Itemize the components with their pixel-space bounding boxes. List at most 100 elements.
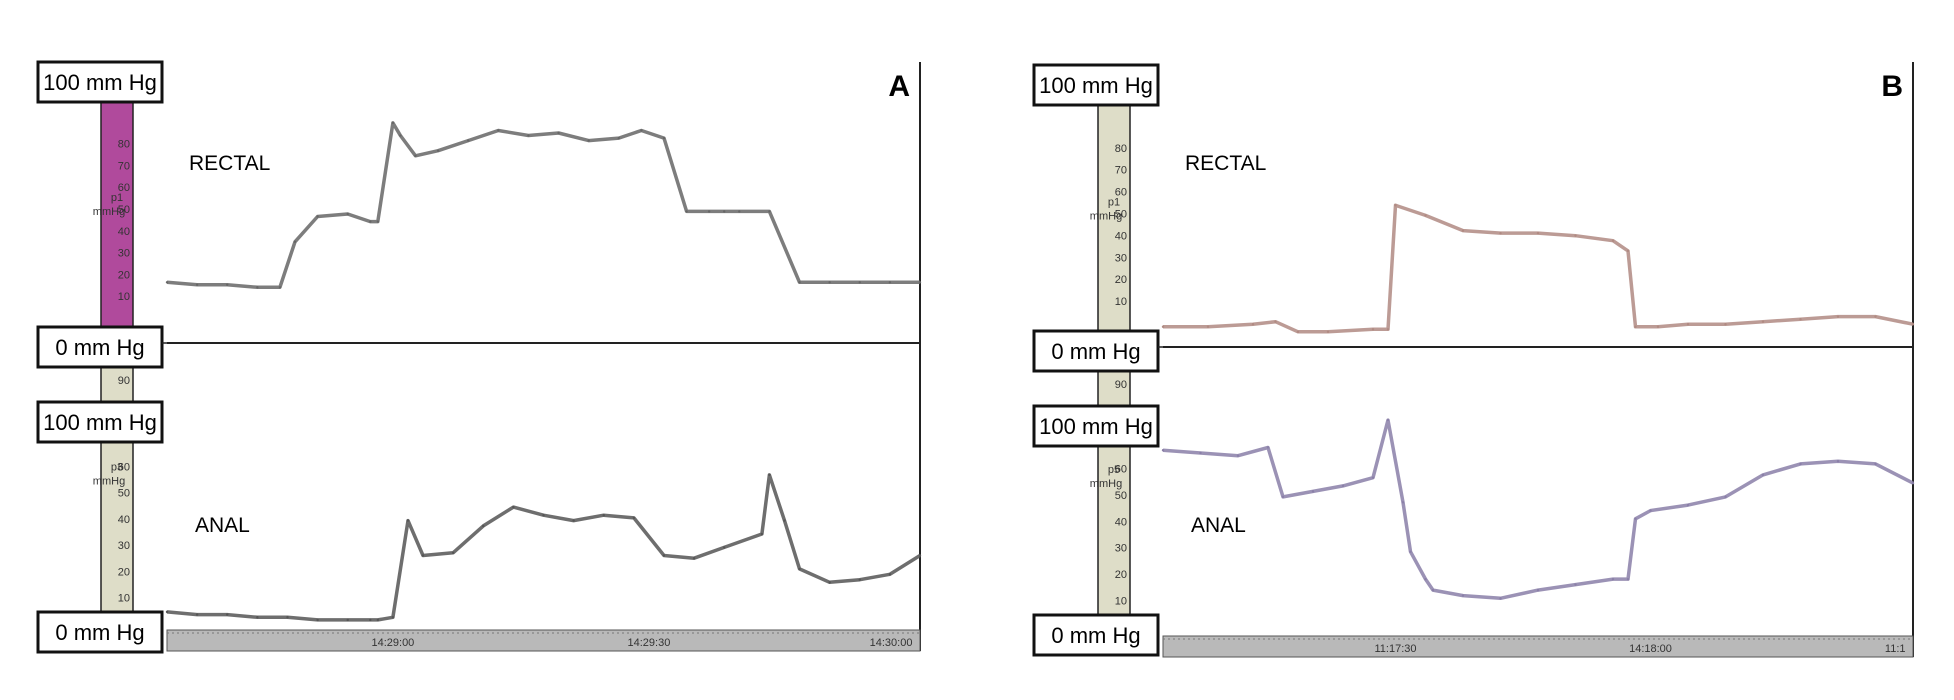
rectal-data-point: [399, 134, 402, 137]
bottom-max-box: [1032, 404, 1160, 448]
rectal-data-point: [1634, 325, 1637, 328]
anal-data-point: [451, 551, 455, 554]
bottom-tick-label: 10: [1115, 596, 1127, 608]
rectal-data-point: [1611, 239, 1615, 242]
anal-data-point: [828, 581, 831, 584]
anal-data-point: [1409, 550, 1412, 553]
rectal-data-point: [414, 154, 417, 157]
rectal-data-point: [798, 281, 801, 284]
rectal-data-point: [707, 210, 711, 213]
bottom-tick-label: 40: [1115, 516, 1127, 528]
rectal-data-point: [256, 286, 259, 289]
anal-data-point: [1266, 446, 1270, 449]
anal-data-point: [376, 618, 380, 622]
top-max-box: [1032, 63, 1160, 107]
rectal-data-point: [376, 220, 380, 223]
rectal-data-point: [918, 281, 922, 284]
top-tick-label: 70: [118, 160, 130, 172]
rectal-data-point: [467, 139, 470, 142]
anal-data-point: [1626, 577, 1630, 581]
top-max-box: [36, 60, 164, 104]
anal-data-point: [256, 616, 259, 619]
rectal-data-point: [497, 129, 500, 132]
anal-data-point: [406, 519, 410, 522]
anal-data-point: [1499, 597, 1502, 600]
bottom-tick-label: 20: [118, 566, 130, 578]
rectal-data-point: [1874, 315, 1877, 318]
top-min-box-label: 0 mm Hg: [1051, 339, 1140, 364]
rectal-pressure-trace: [166, 121, 920, 290]
top-min-box: [36, 325, 164, 369]
rectal-data-point: [768, 210, 771, 213]
anal-data-point: [1236, 454, 1240, 457]
anal-data-point: [195, 613, 199, 616]
anal-data-point: [391, 616, 395, 619]
rectal-data-point: [1424, 214, 1427, 217]
rectal-data-point: [738, 210, 741, 213]
anal-data-point: [165, 610, 169, 614]
time-tick-label: 14:30:00: [870, 637, 913, 649]
anal-data-point: [316, 618, 319, 622]
time-tick-label: 14:29:30: [628, 637, 671, 649]
bottom-extra-tick-label: 90: [118, 375, 130, 387]
rectal-data-point: [346, 212, 349, 216]
bottom-max-box-label: 100 mm Hg: [43, 410, 157, 435]
rectal-data-point: [723, 210, 726, 213]
rectal-data-point: [316, 215, 319, 218]
bottom-channel-label: ANAL: [195, 514, 250, 537]
anal-pressure-trace: [1162, 418, 1914, 601]
anal-data-point: [1799, 462, 1802, 466]
anal-data-point: [1649, 509, 1652, 512]
bottom-tick-label: 20: [1115, 569, 1127, 581]
rectal-data-point: [165, 281, 169, 284]
rectal-data-point: [1536, 231, 1540, 235]
rectal-data-point: [1686, 323, 1690, 326]
anal-data-point: [1461, 594, 1465, 597]
top-tick-label: 30: [118, 248, 130, 260]
anal-data-point: [1836, 460, 1840, 463]
top-tick-label: 60: [1115, 187, 1127, 199]
anal-data-point: [783, 519, 786, 522]
top-axis-unit: mmHg: [93, 206, 125, 218]
rectal-data-point: [1371, 328, 1375, 331]
anal-data-point: [1281, 495, 1285, 499]
anal-data-point: [369, 618, 372, 622]
rectal-data-point: [1251, 323, 1255, 326]
rectal-data-point: [557, 131, 560, 135]
rectal-data-point: [617, 136, 620, 140]
anal-data-point: [1874, 462, 1877, 466]
rectal-data-point: [278, 286, 282, 289]
bottom-axis-name: p5: [1108, 464, 1120, 476]
panel-a: 1020304050607080p1mmHg90102030405060p3mm…: [36, 60, 922, 654]
bottom-max-box-label: 100 mm Hg: [1039, 414, 1153, 439]
bottom-tick-label: 60: [118, 461, 130, 473]
anal-data-point: [602, 514, 605, 517]
rectal-data-point: [1386, 328, 1390, 331]
bottom-max-box: [36, 400, 164, 444]
anal-data-point: [632, 516, 636, 520]
anal-data-point: [1634, 517, 1637, 520]
bottom-tick-label: 50: [118, 488, 130, 500]
top-min-box: [1032, 329, 1160, 373]
rectal-data-point: [293, 240, 297, 243]
anal-data-point: [798, 567, 801, 571]
time-axis-bar: [1162, 635, 1914, 658]
anal-data-point: [1911, 481, 1915, 485]
time-tick-label: 11:1: [1885, 643, 1906, 655]
top-scale-bar: [101, 102, 133, 327]
anal-data-point: [692, 556, 696, 560]
anal-data-point: [760, 532, 764, 536]
top-tick-label: 40: [118, 226, 130, 238]
bottom-axis-name: p3: [111, 462, 123, 474]
rectal-data-point: [662, 136, 666, 140]
rectal-pressure-trace: [1163, 203, 1914, 334]
bottom-axis-unit: mmHg: [93, 476, 125, 488]
top-tick-label: 20: [118, 269, 130, 281]
top-axis-unit: mmHg: [1090, 211, 1122, 223]
rectal-data-point: [1724, 323, 1727, 326]
time-axis-bar: [166, 629, 921, 652]
rectal-data-point: [858, 281, 861, 284]
bottom-tick-label: 30: [1115, 543, 1127, 555]
top-axis-name: p1: [1108, 197, 1120, 209]
